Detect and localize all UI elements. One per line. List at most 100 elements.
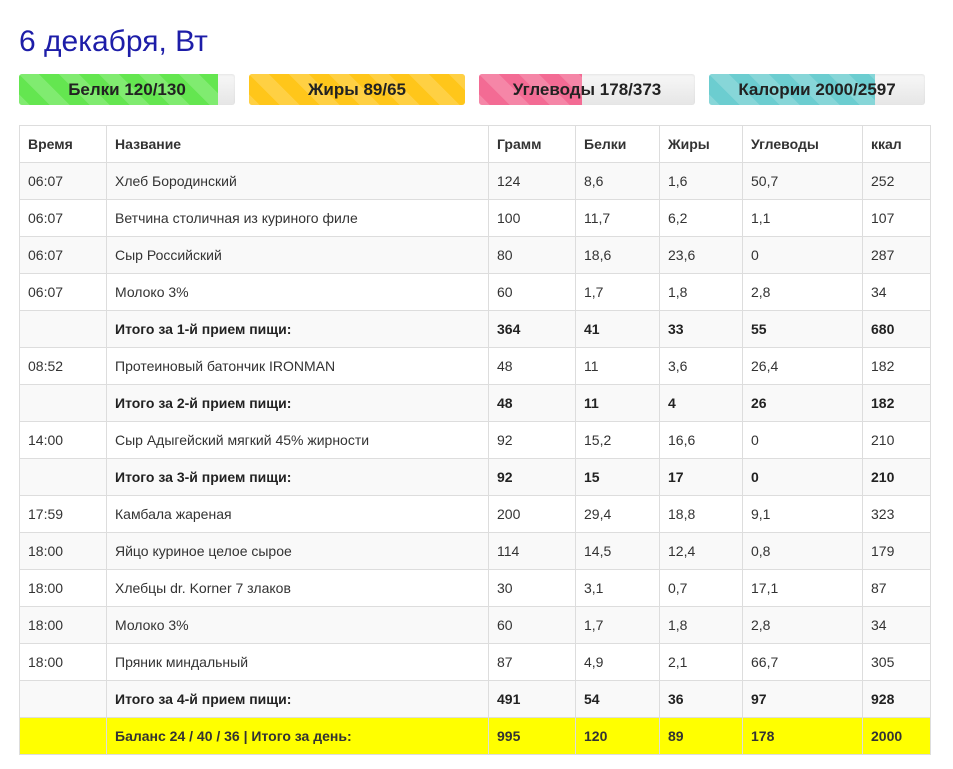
cell-name: Яйцо куриное целое сырое bbox=[106, 532, 489, 570]
cell-kcal: 680 bbox=[862, 310, 931, 348]
cell-name: Молоко 3% bbox=[106, 273, 489, 311]
table-row: 06:07 Хлеб Бородинский 124 8,6 1,6 50,7 252 bbox=[19, 162, 931, 200]
table-row: 08:52 Протеиновый батончик IRONMAN 48 11 3,6… bbox=[19, 347, 931, 385]
cell-kcal: 182 bbox=[862, 347, 931, 385]
cell-time: 18:00 bbox=[19, 532, 107, 570]
cell-grams: 48 bbox=[488, 384, 576, 422]
cell-kcal: 287 bbox=[862, 236, 931, 274]
cell-name: Протеиновый батончик IRONMAN bbox=[106, 347, 489, 385]
cell-carbs: 55 bbox=[742, 310, 863, 348]
cell-grams: 48 bbox=[488, 347, 576, 385]
table-row: 06:07 Сыр Российский 80 18,6 23,6 0 287 bbox=[19, 236, 931, 274]
cell-grams: 364 bbox=[488, 310, 576, 348]
cell-name: Пряник миндальный bbox=[106, 643, 489, 681]
cell-kcal: 305 bbox=[862, 643, 931, 681]
cell-time: 06:07 bbox=[19, 199, 107, 237]
cell-kcal: 323 bbox=[862, 495, 931, 533]
day-total-row: Баланс 24 / 40 / 36 | Итого за день: 995 1… bbox=[19, 717, 931, 755]
header-time: Время bbox=[19, 125, 107, 163]
cell-grams: 100 bbox=[488, 199, 576, 237]
cell-time bbox=[19, 384, 107, 422]
cell-name: Итого за 3-й прием пищи: bbox=[106, 458, 489, 496]
cell-protein: 4,9 bbox=[575, 643, 660, 681]
cell-carbs: 178 bbox=[742, 717, 863, 755]
cell-fat: 3,6 bbox=[659, 347, 743, 385]
cell-kcal: 210 bbox=[862, 421, 931, 459]
cell-kcal: 34 bbox=[862, 606, 931, 644]
cell-time: 17:59 bbox=[19, 495, 107, 533]
cell-name: Хлеб Бородинский bbox=[106, 162, 489, 200]
table-header-row: Время Название Грамм Белки Жиры Углеводы… bbox=[19, 125, 931, 163]
table-row: 17:59 Камбала жареная 200 29,4 18,8 9,1 323 bbox=[19, 495, 931, 533]
cell-fat: 2,1 bbox=[659, 643, 743, 681]
cell-grams: 124 bbox=[488, 162, 576, 200]
cell-kcal: 179 bbox=[862, 532, 931, 570]
fat-progress-bar: Жиры 89/65 bbox=[249, 74, 465, 105]
food-log-table: Время Название Грамм Белки Жиры Углеводы… bbox=[19, 125, 931, 755]
cell-kcal: 252 bbox=[862, 162, 931, 200]
cell-grams: 995 bbox=[488, 717, 576, 755]
cell-time: 06:07 bbox=[19, 273, 107, 311]
cell-carbs: 1,1 bbox=[742, 199, 863, 237]
cell-kcal: 34 bbox=[862, 273, 931, 311]
protein-progress-fill bbox=[19, 74, 219, 105]
cell-name: Итого за 1-й прием пищи: bbox=[106, 310, 489, 348]
cell-carbs: 2,8 bbox=[742, 606, 863, 644]
table-row: 14:00 Сыр Адыгейский мягкий 45% жирности 9… bbox=[19, 421, 931, 459]
fat-progress-fill bbox=[249, 74, 465, 105]
cell-name: Камбала жареная bbox=[106, 495, 489, 533]
cell-fat: 0,7 bbox=[659, 569, 743, 607]
cell-protein: 3,1 bbox=[575, 569, 660, 607]
carbs-progress-label: Углеводы 178/373 bbox=[512, 80, 662, 99]
table-row: 18:00 Яйцо куриное целое сырое 114 14,5 12,4… bbox=[19, 532, 931, 570]
protein-progress-bar: Белки 120/130 bbox=[19, 74, 235, 105]
cell-fat: 4 bbox=[659, 384, 743, 422]
cell-name: Хлебцы dr. Korner 7 злаков bbox=[106, 569, 489, 607]
header-grams: Грамм bbox=[488, 125, 576, 163]
table-row: 18:00 Хлебцы dr. Korner 7 злаков 30 3,1 0,7 1… bbox=[19, 569, 931, 607]
cell-grams: 92 bbox=[488, 458, 576, 496]
cell-carbs: 2,8 bbox=[742, 273, 863, 311]
cell-kcal: 182 bbox=[862, 384, 931, 422]
cell-time bbox=[19, 680, 107, 718]
cell-protein: 11 bbox=[575, 384, 660, 422]
cell-name: Итого за 2-й прием пищи: bbox=[106, 384, 489, 422]
cell-time bbox=[19, 458, 107, 496]
cell-protein: 8,6 bbox=[575, 162, 660, 200]
header-kcal: ккал bbox=[862, 125, 931, 163]
cell-carbs: 0 bbox=[742, 458, 863, 496]
calories-progress-fill bbox=[709, 74, 876, 105]
table-row: 18:00 Молоко 3% 60 1,7 1,8 2,8 34 bbox=[19, 606, 931, 644]
header-carbs: Углеводы bbox=[742, 125, 863, 163]
cell-fat: 6,2 bbox=[659, 199, 743, 237]
cell-grams: 114 bbox=[488, 532, 576, 570]
cell-protein: 15,2 bbox=[575, 421, 660, 459]
cell-carbs: 26,4 bbox=[742, 347, 863, 385]
cell-fat: 12,4 bbox=[659, 532, 743, 570]
cell-time: 06:07 bbox=[19, 236, 107, 274]
cell-fat: 17 bbox=[659, 458, 743, 496]
cell-protein: 11 bbox=[575, 347, 660, 385]
cell-kcal: 87 bbox=[862, 569, 931, 607]
meal-subtotal-row: Итого за 2-й прием пищи: 48 11 4 26 182 bbox=[19, 384, 931, 422]
cell-carbs: 66,7 bbox=[742, 643, 863, 681]
cell-grams: 491 bbox=[488, 680, 576, 718]
meal-subtotal-row: Итого за 1-й прием пищи: 364 41 33 55 680 bbox=[19, 310, 931, 348]
cell-name: Молоко 3% bbox=[106, 606, 489, 644]
cell-protein: 11,7 bbox=[575, 199, 660, 237]
cell-grams: 87 bbox=[488, 643, 576, 681]
page-title: 6 декабря, Вт bbox=[19, 25, 208, 58]
cell-protein: 15 bbox=[575, 458, 660, 496]
cell-fat: 18,8 bbox=[659, 495, 743, 533]
cell-grams: 60 bbox=[488, 606, 576, 644]
carbs-progress-fill bbox=[479, 74, 583, 105]
cell-fat: 16,6 bbox=[659, 421, 743, 459]
cell-name: Баланс 24 / 40 / 36 | Итого за день: bbox=[106, 717, 489, 755]
cell-time bbox=[19, 717, 107, 755]
cell-grams: 92 bbox=[488, 421, 576, 459]
cell-name: Ветчина столичная из куриного филе bbox=[106, 199, 489, 237]
cell-grams: 200 bbox=[488, 495, 576, 533]
cell-carbs: 97 bbox=[742, 680, 863, 718]
cell-time: 18:00 bbox=[19, 606, 107, 644]
cell-kcal: 107 bbox=[862, 199, 931, 237]
